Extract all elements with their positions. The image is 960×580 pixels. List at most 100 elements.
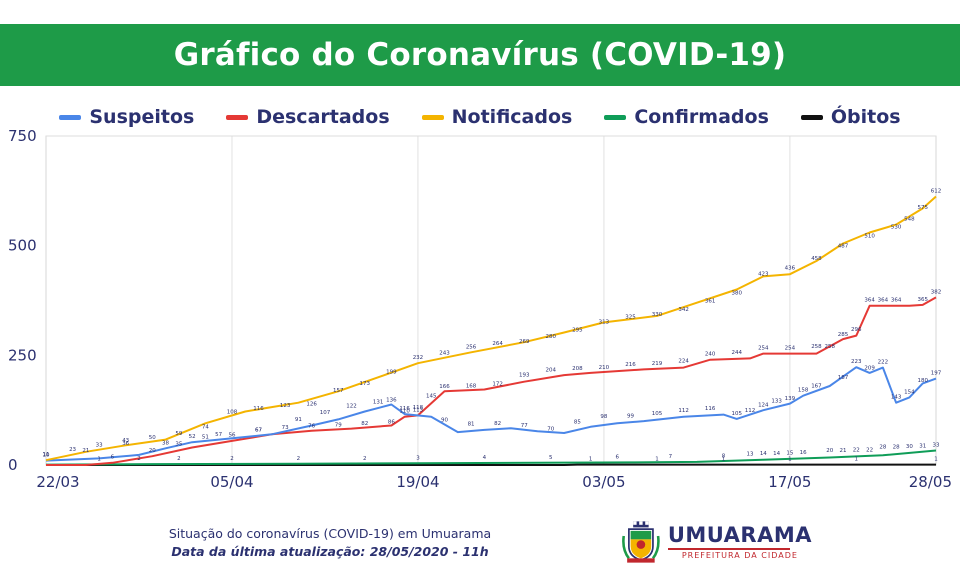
- data-label-notificados-22: 325: [625, 314, 636, 320]
- x-tick-label-2: 19/04: [396, 473, 439, 491]
- data-label-confirmados-8: 5: [549, 455, 553, 461]
- data-label-confirmados-1: 2: [137, 456, 141, 462]
- data-label-suspeitos-29: 139: [785, 396, 796, 402]
- data-label-descartados-17: 193: [519, 372, 530, 378]
- legend-label-confirmados: Confirmados: [634, 106, 769, 128]
- data-label-notificados-5: 59: [175, 431, 182, 437]
- data-label-suspeitos-32: 187: [838, 375, 849, 381]
- data-label-notificados-31: 510: [864, 233, 875, 239]
- data-label-suspeitos-5: 57: [215, 432, 222, 438]
- data-label-suspeitos-25: 105: [731, 411, 742, 417]
- data-label-descartados-11: 110: [399, 409, 410, 415]
- legend-swatch-descartados: [226, 114, 249, 120]
- data-label-notificados-2: 33: [96, 443, 103, 449]
- data-label-suspeitos-37: 154: [904, 389, 915, 395]
- data-label-descartados-36: 382: [931, 289, 942, 295]
- data-label-notificados-1: 23: [69, 447, 76, 453]
- legend-swatch-suspeitos: [59, 114, 82, 120]
- data-label-confirmados-12: 13: [747, 451, 754, 457]
- data-label-óbitos-4: 1: [855, 457, 859, 463]
- data-label-notificados-17: 264: [492, 341, 503, 347]
- data-label-confirmados-17: 20: [826, 448, 833, 454]
- data-label-suspeitos-34: 209: [864, 365, 875, 371]
- data-label-descartados-6: 73: [282, 425, 289, 431]
- footer-update: Data da última atualização: 28/05/2020 -…: [171, 544, 489, 559]
- data-label-notificados-26: 380: [731, 290, 742, 296]
- legend-swatch-obitos: [800, 114, 823, 120]
- data-label-descartados-23: 224: [678, 359, 689, 365]
- data-label-confirmados-4: 2: [297, 456, 301, 462]
- logo-subtitle: PREFEITURA DA CIDADE: [681, 551, 798, 560]
- data-label-suspeitos-9: 122: [346, 403, 357, 409]
- chart-legend: Suspeitos Descartados Notificados Confir…: [0, 102, 960, 132]
- data-label-descartados-3: 51: [202, 435, 209, 441]
- data-label-notificados-35: 612: [931, 189, 942, 195]
- logo-name: UMUARAMA: [667, 523, 812, 547]
- data-label-confirmados-6: 3: [416, 456, 420, 462]
- data-label-suspeitos-7: 91: [295, 417, 302, 423]
- footer-location: Situação do coronavírus (COVID-19) em Um…: [168, 526, 492, 541]
- data-label-confirmados-16: 16: [800, 450, 807, 456]
- data-label-suspeitos-10: 131: [373, 400, 384, 406]
- footer: Situação do coronavírus (COVID-19) em Um…: [130, 525, 530, 561]
- series-line-suspeitos: [45, 366, 937, 462]
- data-label-suspeitos-27: 124: [758, 403, 769, 409]
- legend-item-descartados: Descartados: [226, 106, 390, 128]
- data-label-suspeitos-21: 99: [627, 414, 634, 420]
- data-label-confirmados-20: 22: [866, 447, 873, 453]
- data-label-confirmados-23: 30: [906, 444, 913, 450]
- data-label-notificados-13: 199: [386, 370, 397, 376]
- data-label-notificados-25: 361: [705, 299, 716, 305]
- data-label-suspeitos-12: 116: [399, 406, 410, 412]
- data-label-confirmados-3: 2: [230, 456, 234, 462]
- legend-item-confirmados: Confirmados: [604, 106, 769, 128]
- legend-item-obitos: Óbitos: [800, 106, 901, 128]
- data-label-descartados-27: 254: [785, 346, 796, 352]
- data-label-descartados-18: 204: [546, 368, 557, 374]
- data-label-notificados-23: 330: [652, 312, 663, 318]
- data-label-descartados-30: 285: [838, 332, 849, 338]
- data-label-notificados-4: 50: [149, 435, 156, 441]
- x-tick-label-4: 17/05: [768, 473, 811, 491]
- data-label-notificados-14: 232: [413, 355, 424, 361]
- top-strip: [0, 0, 960, 24]
- data-label-descartados-24: 240: [705, 352, 716, 358]
- data-label-descartados-9: 82: [361, 421, 368, 427]
- logo-rule: [667, 548, 790, 550]
- x-tick-label-1: 05/04: [210, 473, 253, 491]
- data-label-suspeitos-17: 77: [521, 423, 528, 429]
- data-label-suspeitos-16: 82: [494, 421, 501, 427]
- x-tick-label-0: 22/03: [36, 473, 79, 491]
- data-label-óbitos-5: 1: [934, 457, 938, 463]
- legend-label-notificados: Notificados: [451, 106, 573, 128]
- data-label-descartados-4: 56: [228, 432, 235, 438]
- legend-swatch-confirmados: [604, 114, 627, 120]
- data-label-confirmados-22: 28: [893, 445, 900, 451]
- data-label-confirmados-0: 1: [97, 457, 101, 463]
- data-label-suspeitos-18: 70: [547, 426, 554, 432]
- city-seal-icon: [622, 521, 660, 563]
- data-label-óbitos-0: 1: [589, 457, 593, 463]
- data-label-notificados-11: 157: [333, 388, 344, 394]
- data-label-suspeitos-24: 116: [705, 406, 716, 412]
- data-label-confirmados-15: 15: [786, 450, 793, 456]
- data-label-confirmados-11: 8: [722, 453, 726, 459]
- data-label-suspeitos-2: 36: [122, 441, 129, 447]
- data-label-notificados-9: 123: [280, 403, 291, 409]
- data-label-confirmados-5: 2: [363, 456, 367, 462]
- data-label-descartados-14: 166: [439, 384, 450, 390]
- chart-title: Gráfico do Coronavírus (COVID-19): [0, 24, 960, 86]
- data-label-confirmados-25: 33: [933, 443, 940, 449]
- data-label-notificados-7: 108: [227, 410, 238, 416]
- data-label-descartados-26: 254: [758, 346, 769, 352]
- data-label-suspeitos-38: 180: [917, 378, 928, 384]
- data-label-suspeitos-23: 112: [678, 408, 689, 414]
- data-label-suspeitos-28: 133: [771, 399, 782, 405]
- data-label-descartados-32: 364: [864, 297, 875, 303]
- data-label-descartados-22: 219: [652, 361, 663, 367]
- data-label-descartados-35: 365: [917, 297, 928, 303]
- data-label-descartados-8: 79: [335, 422, 342, 428]
- legend-item-suspeitos: Suspeitos: [59, 106, 194, 128]
- data-label-descartados-33: 364: [878, 297, 889, 303]
- data-label-descartados-16: 172: [492, 382, 503, 388]
